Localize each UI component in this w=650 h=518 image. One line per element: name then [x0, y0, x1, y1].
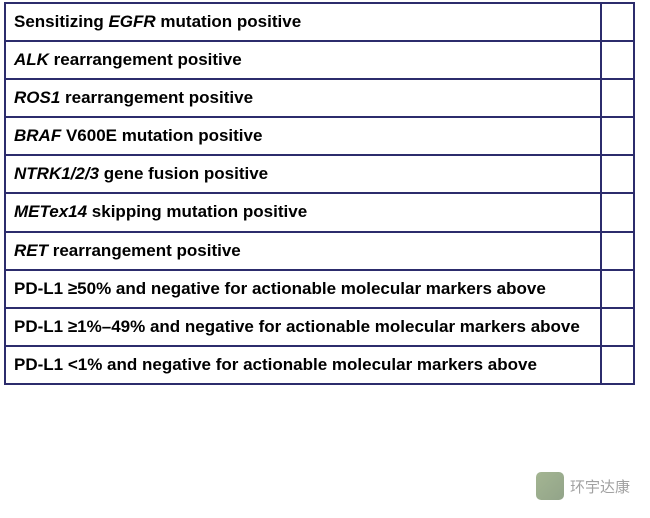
biomarker-suffix: rearrangement positive: [48, 241, 241, 260]
table-row: ALK rearrangement positive: [5, 41, 634, 79]
watermark-text: 环宇达康: [570, 476, 630, 497]
table-row: PD-L1 ≥50% and negative for actionable m…: [5, 270, 634, 308]
gene-name: EGFR: [108, 12, 155, 31]
biomarker-cell: ROS1 rearrangement positive: [5, 79, 601, 117]
biomarker-suffix: V600E mutation positive: [61, 126, 262, 145]
table-row: PD-L1 ≥1%–49% and negative for actionabl…: [5, 308, 634, 346]
watermark-logo-icon: [536, 472, 564, 500]
empty-side-cell: [601, 346, 634, 384]
empty-side-cell: [601, 155, 634, 193]
empty-side-cell: [601, 270, 634, 308]
table-row: Sensitizing EGFR mutation positive: [5, 3, 634, 41]
table-row: ROS1 rearrangement positive: [5, 79, 634, 117]
biomarker-cell: BRAF V600E mutation positive: [5, 117, 601, 155]
watermark: 环宇达康: [536, 472, 630, 500]
biomarker-cell: Sensitizing EGFR mutation positive: [5, 3, 601, 41]
table-row: NTRK1/2/3 gene fusion positive: [5, 155, 634, 193]
biomarker-cell: METex14 skipping mutation positive: [5, 193, 601, 231]
biomarker-suffix: skipping mutation positive: [87, 202, 307, 221]
biomarker-prefix: Sensitizing: [14, 12, 108, 31]
biomarker-cell: NTRK1/2/3 gene fusion positive: [5, 155, 601, 193]
gene-name: METex14: [14, 202, 87, 221]
biomarker-suffix: PD-L1 ≥1%–49% and negative for actionabl…: [14, 317, 580, 336]
gene-name: ALK: [14, 50, 49, 69]
biomarker-table-container: Sensitizing EGFR mutation positiveALK re…: [4, 2, 635, 385]
biomarker-suffix: gene fusion positive: [99, 164, 268, 183]
biomarker-suffix: PD-L1 <1% and negative for actionable mo…: [14, 355, 537, 374]
empty-side-cell: [601, 117, 634, 155]
biomarker-cell: PD-L1 <1% and negative for actionable mo…: [5, 346, 601, 384]
empty-side-cell: [601, 79, 634, 117]
gene-name: RET: [14, 241, 48, 260]
biomarker-suffix: mutation positive: [156, 12, 301, 31]
empty-side-cell: [601, 3, 634, 41]
biomarker-suffix: PD-L1 ≥50% and negative for actionable m…: [14, 279, 546, 298]
table-row: RET rearrangement positive: [5, 232, 634, 270]
empty-side-cell: [601, 308, 634, 346]
biomarker-cell: ALK rearrangement positive: [5, 41, 601, 79]
biomarker-table: Sensitizing EGFR mutation positiveALK re…: [4, 2, 635, 385]
table-row: BRAF V600E mutation positive: [5, 117, 634, 155]
biomarker-cell: PD-L1 ≥1%–49% and negative for actionabl…: [5, 308, 601, 346]
biomarker-cell: RET rearrangement positive: [5, 232, 601, 270]
empty-side-cell: [601, 193, 634, 231]
biomarker-suffix: rearrangement positive: [60, 88, 253, 107]
empty-side-cell: [601, 232, 634, 270]
gene-name: ROS1: [14, 88, 60, 107]
biomarker-cell: PD-L1 ≥50% and negative for actionable m…: [5, 270, 601, 308]
gene-name: BRAF: [14, 126, 61, 145]
table-row: METex14 skipping mutation positive: [5, 193, 634, 231]
gene-name: NTRK1/2/3: [14, 164, 99, 183]
biomarker-suffix: rearrangement positive: [49, 50, 242, 69]
empty-side-cell: [601, 41, 634, 79]
table-row: PD-L1 <1% and negative for actionable mo…: [5, 346, 634, 384]
